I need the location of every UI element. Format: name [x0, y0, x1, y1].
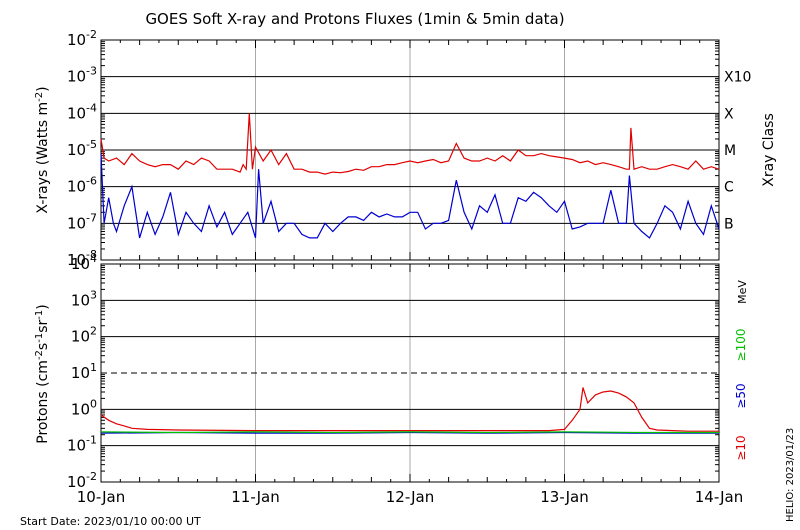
- xray-y-axis-label: X-rays (Watts m-2): [34, 86, 52, 213]
- proton-grid: [100, 264, 720, 482]
- xray-class-labels: X10 X M C B: [724, 70, 751, 233]
- x-tick-label: 13-Jan: [540, 488, 588, 506]
- proton-y-tick-label: 100: [71, 397, 97, 418]
- xray-y-tick-label: 10-7: [67, 211, 97, 232]
- chart-title: GOES Soft X-ray and Protons Fluxes (1min…: [145, 10, 564, 28]
- xray-class-label: C: [724, 180, 734, 196]
- proton-legend-entry: ≥50: [734, 383, 748, 408]
- xray-y-tick-label: 10-5: [67, 138, 97, 159]
- proton-legend: ≥100 ≥50 ≥10: [734, 329, 748, 461]
- xray-y-tick-label: 10-8: [67, 248, 97, 269]
- proton-series-line-2: [100, 431, 719, 434]
- proton-y-tick-label: 10-1: [67, 434, 97, 455]
- proton-panel: 104 103 102 101 100 10-1 10-2 ≥100 ≥50 ≥10 MeV P…: [34, 252, 750, 491]
- xray-y-tick-labels: 10-2 10-3 10-4 10-5 10-6 10-7 10-8: [67, 28, 97, 269]
- xray-y-tick-label: 10-6: [67, 175, 97, 196]
- xray-class-label: X10: [724, 70, 751, 86]
- xray-y-tick-label: 10-4: [67, 101, 97, 122]
- x-tick-label: 11-Jan: [231, 488, 279, 506]
- proton-series-line-0: [100, 387, 719, 432]
- proton-energy-unit: MeV: [736, 280, 749, 304]
- xray-class-axis-label: Xray Class: [761, 113, 777, 187]
- xray-panel: 10-2 10-3 10-4 10-5 10-6 10-7 10-8 X10 X M C B Xra…: [34, 28, 778, 269]
- start-date: Start Date: 2023/01/10 00:00 UT: [20, 515, 201, 528]
- proton-y-tick-label: 103: [71, 288, 97, 309]
- proton-y-tick-label: 104: [71, 252, 97, 273]
- proton-y-tick-label: 101: [71, 361, 97, 382]
- x-tick-label: 10-Jan: [77, 488, 125, 506]
- x-tick-labels: 10-Jan 11-Jan 12-Jan 13-Jan 14-Jan: [77, 488, 743, 506]
- proton-y-tick-labels: 104 103 102 101 100 10-1 10-2: [67, 252, 97, 491]
- proton-y-tick-label: 10-2: [67, 470, 97, 491]
- x-tick-label: 14-Jan: [695, 488, 743, 506]
- proton-y-tick-label: 102: [71, 325, 97, 346]
- proton-legend-entry: ≥100: [734, 329, 748, 362]
- xray-y-tick-label: 10-3: [67, 65, 97, 86]
- xray-grid: [100, 40, 720, 260]
- xray-class-label: M: [724, 143, 736, 159]
- xray-series-line-0: [100, 113, 720, 175]
- xray-series-line-1: [100, 153, 720, 239]
- xray-series: [100, 113, 720, 239]
- x-tick-label: 12-Jan: [386, 488, 434, 506]
- xray-y-tick-label: 10-2: [67, 28, 97, 49]
- proton-y-axis-label: Protons (cm-2s-1sr-1): [34, 304, 52, 443]
- proton-legend-entry: ≥10: [734, 435, 748, 460]
- xray-class-label: B: [724, 216, 734, 232]
- proton-series: [100, 387, 719, 434]
- xray-class-label: X: [724, 106, 734, 122]
- helio-credit: HELIO: 2023/01/23: [785, 428, 796, 522]
